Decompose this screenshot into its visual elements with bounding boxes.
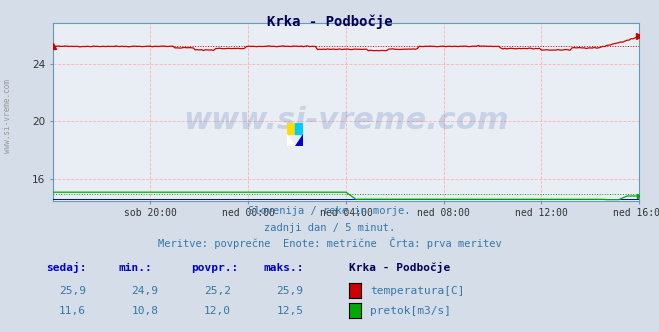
Text: 11,6: 11,6 (59, 306, 86, 316)
Text: zadnji dan / 5 minut.: zadnji dan / 5 minut. (264, 223, 395, 233)
Text: Krka - Podbočje: Krka - Podbočje (267, 15, 392, 30)
Text: min.:: min.: (119, 263, 152, 273)
Text: maks.:: maks.: (264, 263, 304, 273)
Text: 25,2: 25,2 (204, 286, 231, 296)
Text: 25,9: 25,9 (59, 286, 86, 296)
Text: www.si-vreme.com: www.si-vreme.com (3, 79, 13, 153)
Text: Meritve: povprečne  Enote: metrične  Črta: prva meritev: Meritve: povprečne Enote: metrične Črta:… (158, 237, 501, 249)
Text: pretok[m3/s]: pretok[m3/s] (370, 306, 451, 316)
Text: 24,9: 24,9 (132, 286, 158, 296)
Text: 10,8: 10,8 (132, 306, 158, 316)
Polygon shape (295, 134, 303, 146)
Text: Slovenija / reke in morje.: Slovenija / reke in morje. (248, 206, 411, 216)
Text: temperatura[C]: temperatura[C] (370, 286, 465, 296)
Bar (287, 123, 295, 134)
Text: 12,5: 12,5 (277, 306, 303, 316)
Bar (295, 123, 303, 134)
Polygon shape (287, 134, 295, 146)
Text: povpr.:: povpr.: (191, 263, 239, 273)
Text: www.si-vreme.com: www.si-vreme.com (183, 107, 509, 135)
Text: Krka - Podbočje: Krka - Podbočje (349, 262, 451, 273)
Text: sedaj:: sedaj: (46, 262, 86, 273)
Text: 12,0: 12,0 (204, 306, 231, 316)
Text: 25,9: 25,9 (277, 286, 303, 296)
